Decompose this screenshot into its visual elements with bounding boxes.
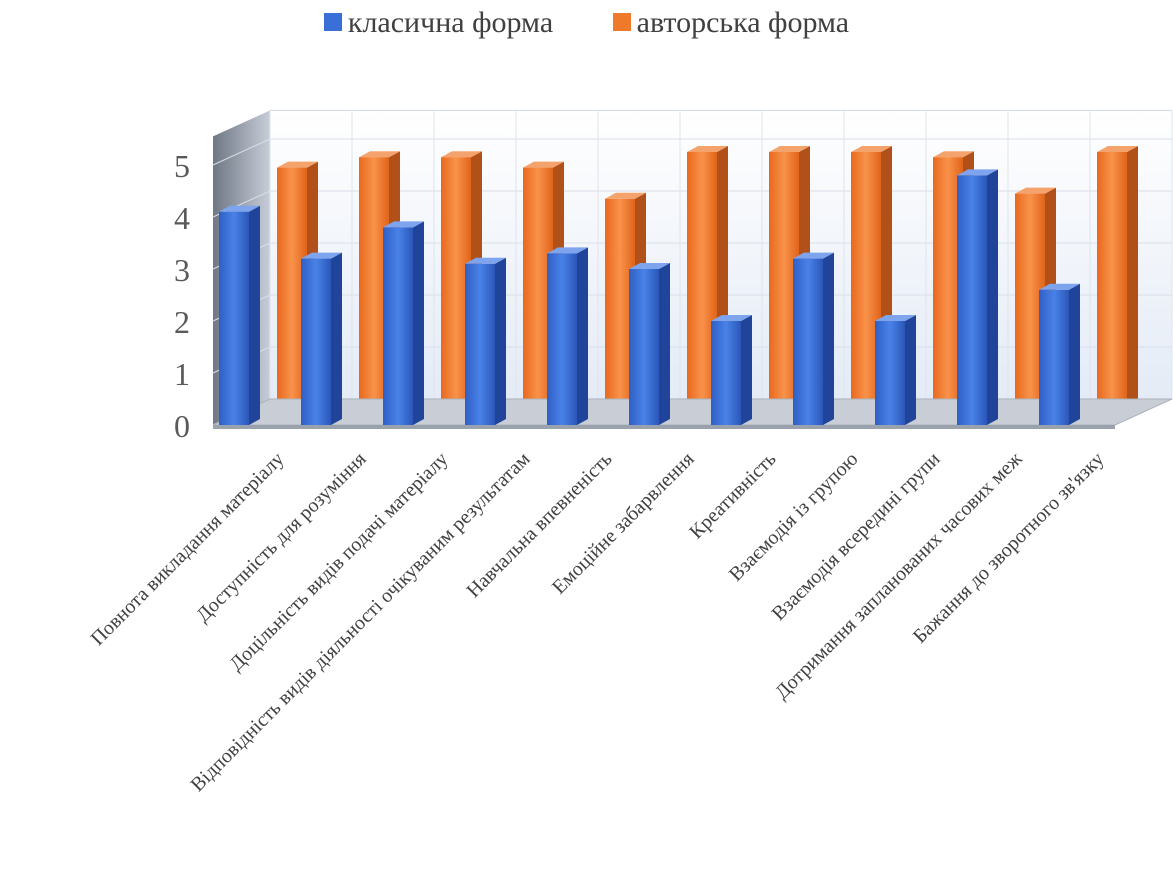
floor-edge — [213, 425, 1115, 429]
legend-swatch-author — [612, 13, 631, 31]
y-tick-label: 3 — [174, 252, 190, 288]
chart-legend: класична форма авторська форма — [0, 6, 1173, 40]
y-tick-label: 2 — [174, 304, 190, 340]
bar-classic — [629, 263, 670, 425]
y-tick-label: 0 — [174, 408, 190, 444]
bar-classic — [219, 205, 260, 425]
legend-item-author: авторська форма — [612, 6, 850, 40]
bar-classic — [547, 247, 588, 425]
legend-label-author: авторська форма — [636, 6, 850, 39]
bar-classic — [711, 315, 752, 425]
bar-classic — [383, 221, 424, 425]
bar-classic — [957, 169, 998, 425]
bar-classic — [793, 252, 834, 425]
bar-classic — [465, 257, 506, 425]
bar-classic — [301, 252, 342, 425]
y-tick-label: 4 — [174, 200, 190, 236]
legend-item-classic: класична форма — [323, 6, 554, 40]
x-tick-label: Доступність для розуміння — [192, 448, 371, 627]
x-tick-label: Емоційне забарвлення — [548, 448, 699, 599]
y-tick-label: 5 — [174, 148, 190, 184]
x-tick-label: Взаємодія всередині групи — [768, 448, 945, 625]
y-tick-label: 1 — [174, 356, 190, 392]
x-tick-label: Навчальна впевненість — [462, 448, 616, 602]
legend-label-classic: класична форма — [347, 6, 554, 39]
bar-classic — [875, 315, 916, 425]
bar-authorial — [1097, 146, 1138, 412]
chart-floor — [212, 398, 1173, 426]
legend-swatch-classic — [323, 13, 342, 31]
bar-classic — [1039, 283, 1080, 425]
